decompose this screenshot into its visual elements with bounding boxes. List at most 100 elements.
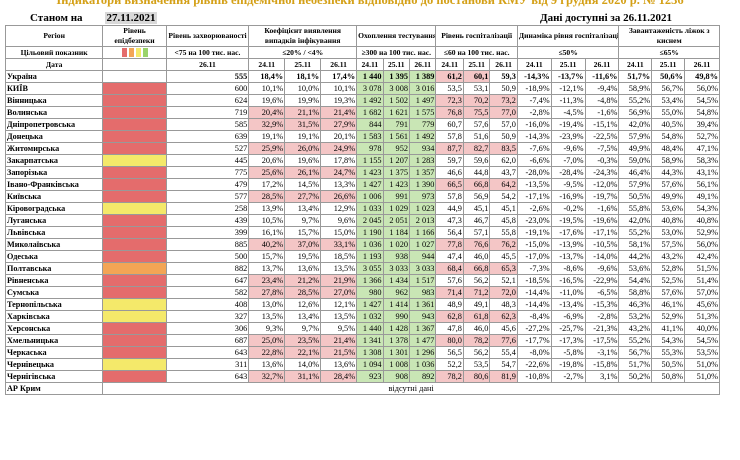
testing-cell: 1 190	[356, 226, 384, 239]
testing-cell: 923	[356, 370, 384, 383]
testing-cell: 3 008	[382, 82, 411, 95]
testing-cell: 1 395	[382, 70, 411, 83]
dynamics-cell: -22,5%	[584, 130, 620, 143]
legend-red-swatch	[121, 48, 127, 58]
dynamics-cell: -27,2%	[516, 322, 552, 335]
detection-cell: 12,6%	[284, 298, 322, 311]
level-cell	[102, 142, 167, 155]
level-cell	[102, 250, 167, 263]
dynamics-cell: -28,4%	[550, 166, 586, 179]
hospitalization-cell: 76,8	[435, 106, 464, 119]
oxygen-cell: 44,2%	[618, 250, 653, 263]
hospitalization-cell: 57,1	[462, 226, 491, 239]
oxygen-cell: 56,7%	[651, 82, 685, 95]
date-col: 24.11	[516, 58, 552, 71]
hospitalization-cell: 57,6	[462, 118, 491, 131]
oxygen-cell: 43,1%	[683, 166, 721, 179]
testing-cell: 1 301	[382, 346, 411, 359]
hospitalization-cell: 71,2	[462, 286, 491, 299]
hospitalization-cell: 72,3	[435, 94, 464, 107]
level-cell	[102, 322, 167, 335]
detection-cell: 9,6%	[320, 214, 358, 227]
dynamics-cell: -19,7%	[584, 190, 620, 203]
hospitalization-cell: 66,5	[435, 178, 464, 191]
morbidity-cell: 527	[165, 142, 250, 155]
testing-cell: 990	[382, 310, 411, 323]
table-row: Херсонська 306 9,3% 9,7% 9,5% 1 440 1 428 1 367…	[4, 322, 721, 335]
table-row: Харківська 327 13,5% 13,4% 13,5% 1 032 990 943 6…	[4, 310, 721, 323]
detection-cell: 19,3%	[320, 94, 358, 107]
region-name: Львівська	[4, 226, 104, 239]
hospitalization-cell: 80,0	[435, 334, 464, 347]
header-detection: Коефіцієнт виявлення випадків інфікуванн…	[248, 25, 358, 47]
testing-cell: 1 166	[408, 226, 437, 239]
detection-cell: 10,1%	[248, 82, 286, 95]
dynamics-cell: -19,5%	[550, 214, 586, 227]
oxygen-cell: 58,3%	[683, 154, 721, 167]
dynamics-cell: -16,5%	[550, 274, 586, 287]
testing-cell: 1 036	[408, 358, 437, 371]
detection-cell: 13,6%	[284, 262, 322, 275]
hospitalization-cell: 76,6	[462, 238, 491, 251]
oxygen-cell: 52,9%	[683, 226, 721, 239]
date-col: 26.11	[683, 58, 721, 71]
table-row: Тернопільська 408 13,0% 12,6% 12,1% 1 427 1 41…	[4, 298, 721, 311]
hospitalization-cell: 52,1	[489, 274, 518, 287]
detection-cell: 26,0%	[284, 142, 322, 155]
detection-cell: 21,4%	[320, 334, 358, 347]
oxygen-cell: 51,4%	[683, 274, 721, 287]
detection-cell: 22,8%	[248, 346, 286, 359]
dynamics-cell: -6,5%	[584, 286, 620, 299]
hospitalization-cell: 64,2	[489, 178, 518, 191]
hospitalization-cell: 53,5	[435, 82, 464, 95]
detection-cell: 25,6%	[248, 166, 286, 179]
testing-cell: 3 078	[356, 82, 384, 95]
oxygen-cell: 44,3%	[651, 166, 685, 179]
detection-cell: 9,7%	[284, 214, 322, 227]
dynamics-cell: -2,8%	[516, 106, 552, 119]
hospitalization-cell: 72,0	[489, 286, 518, 299]
dynamics-cell: -17,7%	[516, 334, 552, 347]
testing-cell: 1 561	[382, 130, 411, 143]
date-col: 25.11	[284, 58, 322, 71]
detection-cell: 10,5%	[248, 214, 286, 227]
dynamics-cell: -18,9%	[516, 82, 552, 95]
testing-cell: 1 020	[382, 238, 411, 251]
detection-cell: 18,5%	[320, 250, 358, 263]
oxygen-cell: 50,5%	[651, 358, 685, 371]
testing-cell: 1 440	[356, 322, 384, 335]
oxygen-cell: 54,5%	[683, 334, 721, 347]
dynamics-cell: -11,0%	[550, 286, 586, 299]
level-cell	[102, 214, 167, 227]
dynamics-cell: -7,4%	[516, 94, 552, 107]
morbidity-cell: 577	[165, 190, 250, 203]
testing-cell: 1 032	[356, 310, 384, 323]
testing-cell: 1 027	[408, 238, 437, 251]
oxygen-cell: 54,3%	[683, 202, 721, 215]
dynamics-cell: -24,3%	[584, 166, 620, 179]
level-cell	[102, 202, 167, 215]
level-cell	[102, 310, 167, 323]
table-row: Львівська 399 16,1% 15,7% 15,0% 1 190 1 184 1 1…	[4, 226, 721, 239]
oxygen-cell: 50,8%	[651, 370, 685, 383]
hospitalization-cell: 62,3	[489, 310, 518, 323]
region-name: Чернівецька	[4, 358, 104, 371]
dynamics-cell: -22,6%	[516, 358, 552, 371]
detection-cell: 17,8%	[320, 154, 358, 167]
testing-cell: 1 477	[408, 334, 437, 347]
hospitalization-cell: 81,9	[489, 370, 518, 383]
table-row: Київська 577 28,5% 27,7% 26,6% 1 006 991 973 57,…	[4, 190, 721, 203]
oxygen-cell: 58,9%	[618, 82, 653, 95]
table-row: Чернігівська 643 32,7% 31,1% 28,4% 923 908 892 7…	[4, 370, 721, 383]
page-title: Індикатори визначення рівнів епідемічної…	[56, 0, 684, 7]
dynamics-cell: -16,0%	[516, 118, 552, 131]
oxygen-cell: 40,0%	[683, 322, 721, 335]
testing-cell: 938	[382, 250, 411, 263]
testing-cell: 1 428	[382, 322, 411, 335]
table-row: Донецька 639 19,1% 19,1% 20,1% 1 583 1 561 1 49…	[4, 130, 721, 143]
region-name: Сумська	[4, 286, 104, 299]
no-data-note: відсутні дані	[102, 382, 720, 395]
dynamics-cell: -13,9%	[550, 238, 586, 251]
detection-cell: 20,4%	[248, 106, 286, 119]
hospitalization-cell: 66,8	[462, 262, 491, 275]
